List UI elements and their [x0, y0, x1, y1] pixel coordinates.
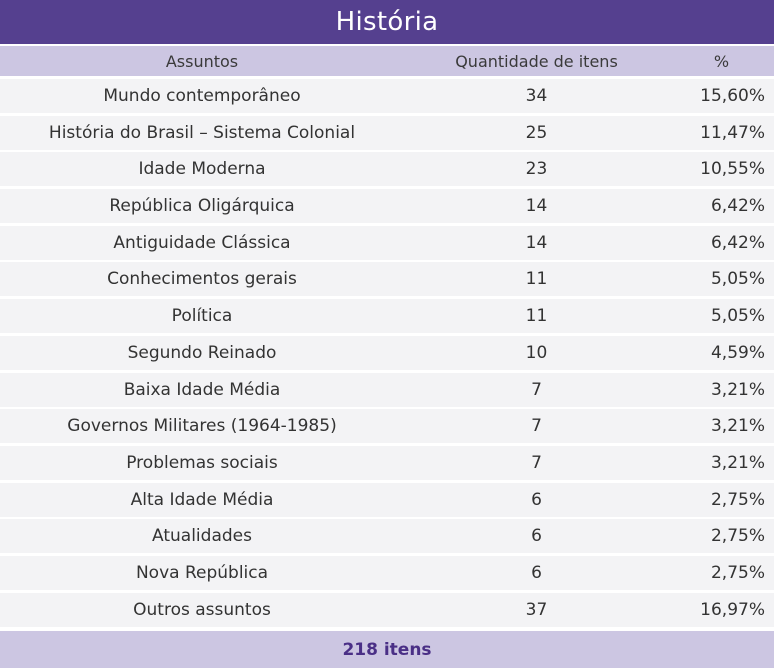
cell-subject: Conhecimentos gerais [107, 269, 297, 290]
cell-subject: Segundo Reinado [127, 342, 277, 363]
cell-percent: 6,42% [710, 232, 765, 253]
cell-percent: 6,42% [710, 196, 765, 217]
cell-quantity: 14 [525, 232, 548, 253]
header-percent: % [713, 51, 730, 71]
cell-subject: Outros assuntos [133, 599, 271, 620]
table-row: Nova República 6 2,75% [0, 555, 774, 590]
cell-quantity: 23 [525, 159, 548, 180]
cell-percent: 10,55% [700, 159, 765, 180]
cell-quantity: 6 [531, 526, 542, 547]
cell-percent: 2,75% [710, 562, 765, 583]
table-row: Política 11 5,05% [0, 299, 774, 334]
cell-subject: História do Brasil – Sistema Colonial [48, 122, 356, 143]
cell-quantity: 25 [525, 122, 548, 143]
cell-percent: 16,97% [700, 599, 765, 620]
cell-subject: Mundo contemporâneo [103, 86, 301, 106]
table-row: Problemas sociais 7 3,21% [0, 445, 774, 480]
header-subject: Assuntos [165, 51, 239, 71]
table-row: República Oligárquica 14 6,42% [0, 189, 774, 224]
cell-percent: 3,21% [710, 379, 765, 400]
table-header-row: Assuntos Quantidade de itens % [0, 46, 774, 76]
cell-quantity: 14 [525, 196, 548, 217]
cell-quantity: 7 [531, 416, 542, 437]
table-title: História [0, 0, 774, 44]
cell-quantity: 11 [525, 269, 548, 290]
cell-quantity: 7 [531, 379, 542, 400]
cell-percent: 2,75% [710, 489, 765, 510]
cell-percent: 2,75% [710, 526, 765, 547]
table-row: Outros assuntos 37 16,97% [0, 592, 774, 627]
cell-subject: Antiguidade Clássica [113, 232, 291, 253]
cell-quantity: 6 [531, 489, 542, 510]
cell-subject: Atualidades [152, 526, 252, 547]
cell-percent: 3,21% [710, 452, 765, 473]
cell-quantity: 6 [531, 562, 542, 583]
table-row: Atualidades 6 2,75% [0, 519, 774, 554]
cell-subject: Governos Militares (1964-1985) [67, 416, 337, 437]
cell-subject: Problemas sociais [126, 452, 278, 473]
table-row: Antiguidade Clássica 14 6,42% [0, 225, 774, 260]
table-row: Conhecimentos gerais 11 5,05% [0, 262, 774, 297]
cell-percent: 4,59% [710, 342, 765, 363]
table-row: Baixa Idade Média 7 3,21% [0, 372, 774, 407]
cell-quantity: 7 [531, 452, 542, 473]
table-row: Alta Idade Média 6 2,75% [0, 482, 774, 517]
header-quantity: Quantidade de itens [455, 51, 618, 71]
cell-percent: 15,60% [700, 86, 765, 106]
cell-quantity: 11 [525, 306, 548, 327]
table-row: História do Brasil – Sistema Colonial 25… [0, 115, 774, 150]
table-row: Mundo contemporâneo 34 15,60% [0, 79, 774, 113]
cell-subject: Baixa Idade Média [123, 379, 281, 400]
cell-percent: 11,47% [700, 122, 765, 143]
table-row: Segundo Reinado 10 4,59% [0, 335, 774, 370]
table-row: Governos Militares (1964-1985) 7 3,21% [0, 409, 774, 444]
table-body: Mundo contemporâneo 34 15,60% História d… [0, 79, 774, 629]
cell-quantity: 37 [525, 599, 548, 620]
cell-subject: Alta Idade Média [130, 489, 274, 510]
cell-percent: 5,05% [710, 269, 765, 290]
cell-subject: Política [171, 306, 233, 327]
cell-quantity: 34 [525, 86, 548, 106]
cell-percent: 3,21% [710, 416, 765, 437]
cell-quantity: 10 [525, 342, 548, 363]
cell-percent: 5,05% [710, 306, 765, 327]
cell-subject: Nova República [135, 562, 269, 583]
cell-subject: República Oligárquica [109, 196, 295, 217]
table-row: Idade Moderna 23 10,55% [0, 152, 774, 187]
table-footer-total: 218 itens [0, 631, 774, 668]
cell-subject: Idade Moderna [138, 159, 266, 180]
